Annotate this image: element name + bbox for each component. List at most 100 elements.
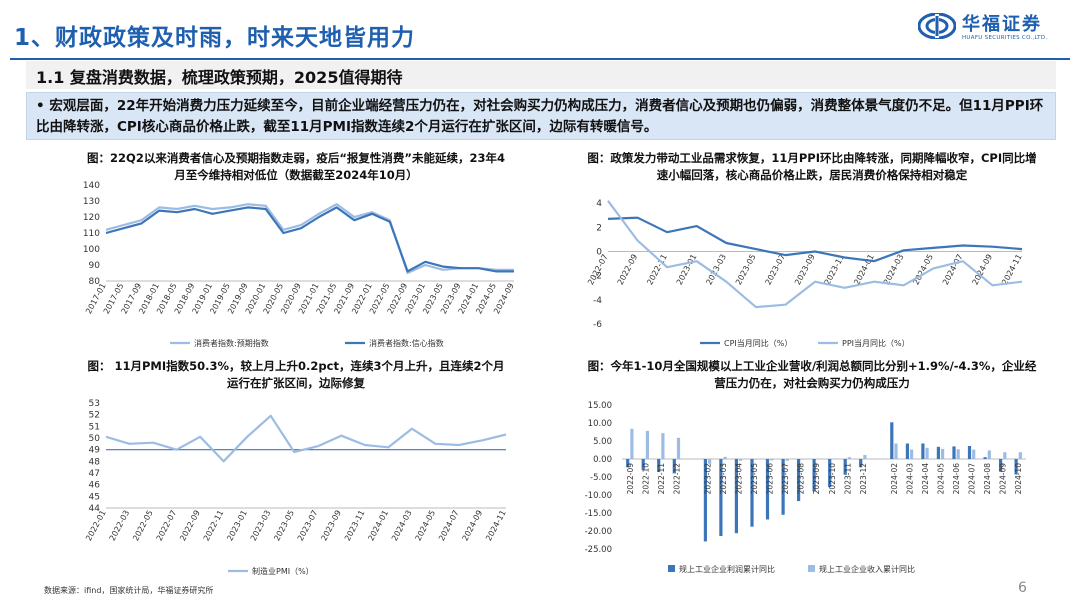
x-tick-label: 2023-07 (764, 253, 788, 287)
x-tick-label: 2022-09 (626, 463, 635, 495)
bar (812, 459, 816, 492)
chart1-caption: 图：22Q2以来消费者信心及预期指数走弱，疫后“报复性消费”未能延续，23年4月… (87, 151, 505, 182)
page-number: 6 (1018, 580, 1027, 596)
bar (952, 446, 956, 459)
y-tick-label: -25.00 (585, 545, 612, 555)
bar (1003, 452, 1007, 459)
x-tick-label: 2023-09 (319, 509, 343, 543)
x-tick-label: 2023-05 (734, 253, 758, 287)
bar (921, 443, 925, 459)
bar (1014, 459, 1018, 475)
x-tick-label: 2022-05 (131, 509, 155, 543)
x-tick-label: 2024-04 (921, 463, 930, 495)
x-tick-label: 2024-07 (968, 463, 977, 495)
bar (999, 459, 1003, 472)
y-tick-label: 52 (89, 411, 100, 421)
x-tick-label: 2023-06 (766, 463, 775, 495)
x-tick-label: 2022-11 (657, 463, 666, 495)
bar (765, 459, 770, 520)
series-line-2 (105, 206, 514, 273)
bar (630, 428, 634, 459)
bar (936, 446, 940, 459)
x-tick-label: 2022-10 (641, 463, 650, 495)
x-tick-label: 2023-11 (843, 463, 852, 495)
x-tick-label: 2024-03 (905, 463, 914, 495)
bar (797, 459, 801, 502)
y-tick-label: 44 (89, 504, 101, 514)
x-tick-label: 2023-07 (781, 463, 790, 495)
series-line-1 (105, 414, 507, 463)
series-line-1 (105, 203, 514, 275)
header-divider (10, 58, 1070, 60)
y-tick-label: 120 (83, 213, 100, 223)
y-tick-label: 80 (89, 277, 101, 287)
x-tick-label: 2023-09 (812, 463, 821, 495)
x-tick-label: 2023-01 (675, 253, 699, 287)
y-tick-label: 46 (89, 481, 101, 491)
x-tick-label: 2022-09 (616, 253, 640, 287)
legend-label: 规上工业企业利润累计同比 (679, 564, 775, 574)
bar (910, 449, 914, 459)
data-source: 数据来源：ifind，国家统计局，华福证券研究所 (44, 586, 214, 595)
legend-swatch (668, 565, 675, 572)
bar (828, 459, 832, 488)
series-line-1 (607, 216, 1023, 263)
y-tick-label: 4 (596, 199, 602, 209)
y-tick-label: 2 (596, 223, 602, 233)
bar (859, 459, 863, 468)
y-tick-label: 49 (89, 446, 101, 456)
legend-label: PPI当月同比（%） (842, 338, 910, 348)
bar (750, 459, 754, 527)
bar (967, 446, 972, 459)
company-logo: 华福证券 HUAFU SECURITIES CO.,LTD. (918, 10, 1068, 46)
logo-english: HUAFU SECURITIES CO.,LTD. (962, 35, 1048, 41)
y-tick-label: 130 (83, 197, 100, 207)
bar (832, 458, 836, 460)
bar (816, 458, 820, 460)
consumer-confidence-chart: 80901001101201301402017-012017-052017-09… (83, 181, 516, 348)
x-tick-label: 2023-04 (735, 463, 744, 495)
x-tick-label: 2022-11 (202, 509, 226, 543)
chart3-caption: 图： 11月PMI指数50.3%，较上月上升0.2pct，连续3个月上升，且连续… (87, 359, 505, 390)
legend-label: 规上工业企业收入累计同比 (819, 564, 915, 574)
y-tick-label: 47 (89, 469, 100, 479)
logo-icon (918, 13, 956, 39)
bar (781, 459, 785, 515)
logo-name: 华福证券 (962, 14, 1042, 35)
x-tick-label: 2024-08 (983, 463, 992, 495)
bar (626, 459, 630, 468)
y-tick-label: -10.00 (585, 491, 612, 501)
x-tick-label: 2024-01 (366, 509, 390, 543)
y-tick-label: 90 (89, 261, 101, 271)
y-tick-label: 140 (83, 181, 100, 191)
bar (894, 443, 898, 459)
bar (723, 456, 727, 459)
page-title: 1、财政政策及时雨，时来天地皆用力 (14, 25, 416, 51)
x-tick-label: 2023-10 (828, 463, 837, 495)
bar (890, 422, 894, 459)
bar (987, 450, 991, 459)
x-tick-label: 2023-05 (272, 509, 296, 543)
bar (972, 449, 976, 459)
y-tick-label: -2 (593, 272, 602, 282)
bar (925, 447, 929, 459)
y-tick-label: 0 (596, 248, 602, 258)
x-tick-label: 2024-10 (1014, 463, 1023, 495)
bar (719, 459, 723, 536)
x-tick-label: 2023-03 (719, 463, 728, 495)
x-tick-label: 2024-02 (890, 463, 899, 495)
bar (641, 459, 645, 470)
y-tick-label: 100 (83, 245, 100, 255)
bar (661, 433, 665, 459)
bar (941, 448, 945, 459)
y-tick-label: 110 (83, 229, 100, 239)
industrial-profit-revenue-chart: 15.00 10.00 5.00 0.00 -5.00 -10.00 -15.00 -20.0… (585, 401, 1026, 574)
bar (676, 437, 681, 459)
section-bar (26, 61, 1056, 89)
x-tick-label: 2024-07 (437, 509, 461, 543)
x-tick-label: 2022-03 (108, 509, 132, 543)
x-tick-label: 2023-01 (225, 509, 249, 543)
bar (983, 457, 987, 459)
